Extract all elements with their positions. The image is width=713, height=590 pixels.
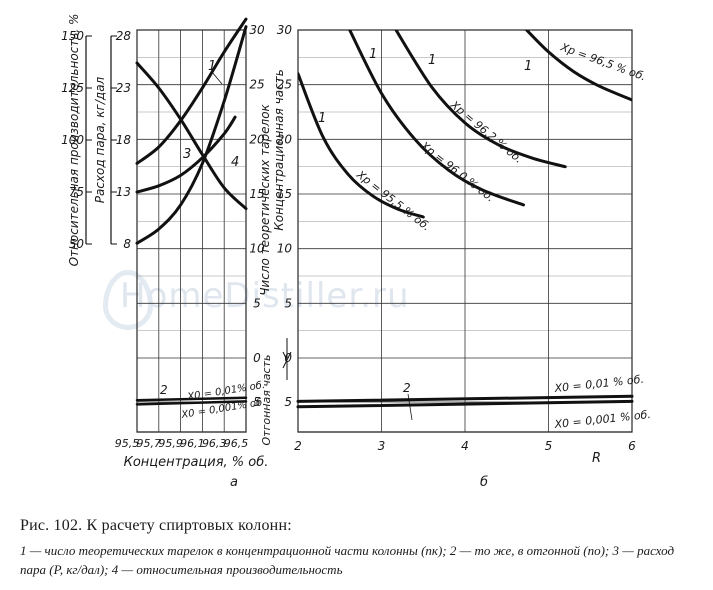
figure-caption: Рис. 102. К расчету спиртовых колонн: 1 … [20,517,700,579]
panel-b-label-1d: 1 [524,59,532,74]
panel-b-label-2: 2 [403,381,411,395]
plates-tick-label-b: 15 [277,187,292,201]
panel-a-x-tick-label: 96,3 [202,437,227,450]
panel-b-annotation-962: Xp = 96,2 % об. [447,98,525,166]
plates-lower-tick-label-b: 5 [284,395,292,409]
panel-a-frame [136,29,247,433]
panel-a-letter: а [230,475,238,490]
panel-a-label-1: 1 [208,59,216,74]
panel-a-label-4: 4 [231,155,239,170]
plates-tick-label-a: 20 [249,132,265,146]
productivity-tick-label: 50 [69,237,85,251]
plates-tick-label-a: 25 [249,78,264,92]
panel-a-x-tick-label: 96,1 [180,437,205,450]
panel-a-leader-1 [211,71,223,85]
panel-b-label-1b: 1 [369,47,377,62]
panel-a-x-axis-label: Концентрация, % об. [124,455,269,470]
plates-tick-label-b: 25 [277,78,292,92]
panel-b-curve-1-2 [394,30,567,169]
steam-tick-label: 18 [116,133,132,147]
panel-b-curve-2-x001 [296,394,634,403]
productivity-axis-label: Относительная производительность, % [67,14,81,267]
panel-a-label-2: 2 [160,383,168,397]
panel-a-curve-1-lower [135,25,248,245]
panel-b-curve-1-0 [298,72,425,219]
plates-bottom-part-label: Отгонная часть [260,355,273,446]
panel-b-x-tick-label: 3 [378,439,386,453]
caption-title: Рис. 102. К расчету спиртовых колонн: [20,517,292,534]
steam-axis-label: Расход пара, кг/дал [93,76,107,203]
panel-a-x-tick-label: 95,5 [115,437,140,450]
plates-axis-label: Число теоретических тарелок [258,103,272,295]
panel-b-annotation-x001: X0 = 0,01 % об. [553,373,645,395]
panel-b-x-tick-label: 5 [545,439,553,453]
panel-a-curve-3 [135,115,237,194]
panel-a-curve-2-x001 [135,396,248,402]
productivity-tick-label: 125 [61,81,84,95]
plates-top-part-label: Концентрационная часть [272,69,286,231]
watermark-drop-icon [103,270,153,330]
caption-body: 1 — число теоретических тарелок в концен… [20,543,675,577]
panel-b-curve-1-1 [348,30,525,207]
panel-b-label-1c: 1 [428,53,436,68]
plates-tick-label-b: 20 [277,132,293,146]
panel-a-label-3: 3 [183,147,191,162]
productivity-tick-label: 100 [61,133,84,147]
panel-b-curve-2-x0001 [296,399,634,409]
chart-figure: 95,595,795,996,196,396,5 2 3 4 5 6R1501251007… [61,14,652,490]
productivity-tick-label: 75 [69,185,84,199]
panel-b-letter: б [480,475,488,490]
watermark: HomeDistiller.ru [120,276,410,316]
panel-a-x-tick-label: 95,9 [158,437,183,450]
plates-tick-label-a: 5 [253,296,261,310]
panel-b-x-tick-label: 2 [294,439,302,453]
panel-b-leader-2 [407,393,413,421]
panel-b-curve-1-3 [524,30,632,102]
plates-tick-label-a: 0 [253,351,261,365]
plates-tick-label-b: 10 [277,242,293,256]
plates-tick-label-a: 10 [249,242,265,256]
panel-b-curves [298,30,632,219]
plates-tick-label-b: 5 [284,296,292,310]
panel-b-x-tick-label: 4 [461,439,469,453]
panel-a-curve-4 [135,61,248,211]
plates-tick-label-b: 30 [277,23,293,37]
plates-tick-label-a: 15 [249,187,264,201]
steam-tick-label: 28 [116,29,132,43]
plates-arrow-icon [282,338,292,380]
panel-b-annotation-955: Xp = 95,5 % об. [353,168,432,234]
productivity-tick-label: 150 [61,29,84,43]
panel-b-annotation-960: Xp = 96,0 % об. [417,139,496,205]
steam-tick-label: 23 [116,81,131,95]
plates-lower-tick-label-a: 5 [253,395,261,409]
steam-tick-label: 8 [123,237,131,251]
panel-a-curve-2-x0001 [135,400,248,406]
panel-a-curve-1-upper [135,17,248,165]
panel-b-x-axis-label: R [592,451,601,466]
panel-b-annotation-965: Xp = 96,5 % об. [558,40,648,83]
panel-b-annotation-x0001: X0 = 0,001 % об. [553,408,652,431]
panel-b-label-1a: 1 [318,111,326,126]
panel-a-x-tick-label: 96,5 [224,437,249,450]
steam-tick-label: 13 [116,185,131,199]
plates-tick-label-a: 30 [249,23,265,37]
panel-b-x-tick-label: 6 [628,439,636,453]
panel-a-x-tick-label: 95,7 [137,437,162,450]
